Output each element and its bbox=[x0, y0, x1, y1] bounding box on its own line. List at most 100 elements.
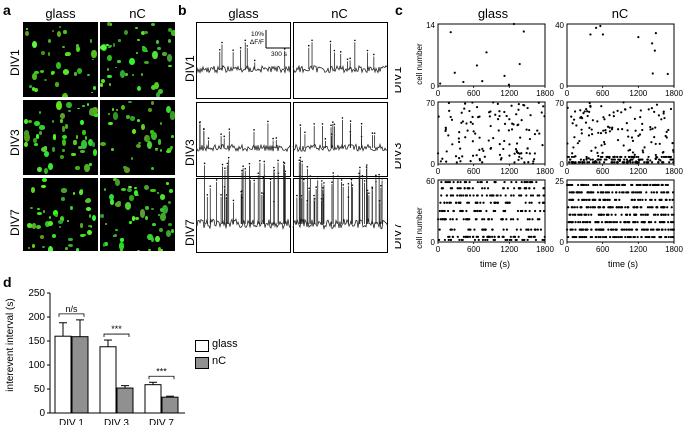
cell-blob bbox=[86, 103, 89, 107]
raster-event bbox=[533, 158, 536, 161]
raster-event bbox=[585, 198, 588, 201]
raster-event bbox=[649, 183, 652, 187]
cell-blob bbox=[41, 185, 47, 189]
trace-event-marker bbox=[241, 169, 243, 172]
raster-event bbox=[476, 209, 479, 213]
raster-event bbox=[455, 161, 458, 164]
chart-ytick-label: 250 bbox=[28, 288, 45, 299]
raster-event bbox=[665, 130, 668, 133]
trace-event-marker bbox=[341, 117, 344, 119]
raster-event bbox=[460, 121, 463, 124]
raster-event bbox=[599, 213, 603, 216]
raster-event bbox=[631, 151, 635, 154]
raster-event bbox=[542, 209, 546, 213]
cell-blob bbox=[73, 140, 77, 145]
raster-event bbox=[611, 206, 614, 209]
raster-event bbox=[439, 82, 442, 85]
raster-event bbox=[645, 161, 648, 164]
raster-event bbox=[669, 155, 673, 159]
trace-event-marker bbox=[316, 177, 319, 180]
raster-event bbox=[472, 235, 475, 238]
raster-event bbox=[580, 132, 583, 135]
raster-event bbox=[516, 218, 519, 221]
cell-blob bbox=[157, 214, 161, 216]
cell-blob bbox=[39, 70, 44, 74]
raster-event bbox=[469, 160, 472, 163]
raster-event bbox=[612, 183, 616, 187]
raster-event bbox=[651, 206, 654, 209]
raster-event bbox=[591, 133, 594, 136]
raster-event bbox=[662, 112, 665, 115]
raster-xtick-label: 0 bbox=[436, 167, 441, 176]
raster-event bbox=[626, 161, 629, 164]
cell-blob bbox=[151, 84, 157, 90]
cell-blob bbox=[106, 74, 112, 79]
raster-event bbox=[471, 140, 474, 143]
raster-event bbox=[518, 62, 521, 66]
raster-event bbox=[463, 102, 467, 105]
raster-event bbox=[591, 161, 595, 164]
trace-event-marker bbox=[262, 192, 265, 195]
raster-event bbox=[613, 221, 617, 224]
raster-event bbox=[640, 221, 643, 224]
cell-blob bbox=[91, 106, 98, 115]
raster-event bbox=[615, 191, 618, 194]
raster-event bbox=[661, 228, 664, 231]
raster-event bbox=[525, 151, 528, 155]
raster-event bbox=[667, 128, 670, 132]
cell-blob bbox=[107, 113, 111, 115]
raster-event bbox=[581, 235, 584, 239]
raster-event bbox=[528, 152, 531, 155]
raster-ytick-zero: 0 bbox=[431, 160, 436, 169]
raster-event bbox=[496, 102, 499, 105]
raster-event bbox=[650, 191, 653, 194]
raster-event bbox=[579, 221, 582, 224]
raster-event bbox=[514, 148, 518, 151]
cell-blob bbox=[82, 233, 87, 237]
raster-event bbox=[592, 183, 595, 187]
cell-blob bbox=[136, 249, 141, 251]
cell-blob bbox=[66, 220, 70, 222]
trace-event-marker bbox=[381, 177, 383, 180]
cell-blob bbox=[55, 214, 59, 218]
raster-event bbox=[485, 209, 488, 213]
raster-event bbox=[449, 238, 453, 242]
raster-event bbox=[504, 194, 507, 197]
raster-event bbox=[528, 137, 532, 141]
raster-event bbox=[616, 109, 619, 112]
raster-event bbox=[590, 128, 593, 131]
scalebar-amplitude: 10% bbox=[251, 31, 264, 38]
raster-event bbox=[588, 221, 591, 224]
raster-event bbox=[662, 221, 665, 224]
trace-event-marker bbox=[342, 184, 344, 186]
cell-blob bbox=[156, 192, 159, 194]
raster-event bbox=[573, 110, 577, 113]
raster-event bbox=[594, 235, 598, 239]
raster-event bbox=[510, 104, 513, 107]
raster-event bbox=[580, 213, 583, 216]
raster-event bbox=[451, 218, 454, 221]
raster-event bbox=[625, 158, 629, 161]
raster-event bbox=[461, 209, 464, 213]
raster-event bbox=[642, 183, 645, 187]
micrograph-nc-div7 bbox=[100, 178, 175, 251]
raster-event bbox=[489, 201, 492, 204]
chart-ylabel: interevent interval (s) bbox=[5, 298, 16, 391]
cell-blob bbox=[132, 128, 137, 134]
cell-blob bbox=[36, 207, 41, 211]
trace-event-marker bbox=[244, 39, 247, 42]
raster-event bbox=[542, 187, 545, 190]
raster-event bbox=[647, 155, 650, 159]
raster-event bbox=[654, 198, 657, 201]
cell-blob bbox=[67, 110, 71, 113]
trace-event-marker bbox=[306, 200, 308, 202]
raster-event bbox=[583, 110, 586, 113]
raster-event bbox=[531, 180, 534, 184]
raster-event bbox=[606, 191, 609, 194]
cell-blob bbox=[159, 208, 164, 212]
category-label: DIV 3 bbox=[104, 418, 129, 425]
trace-event-marker bbox=[361, 174, 364, 177]
cell-blob bbox=[147, 108, 152, 113]
raster-event bbox=[533, 209, 537, 213]
